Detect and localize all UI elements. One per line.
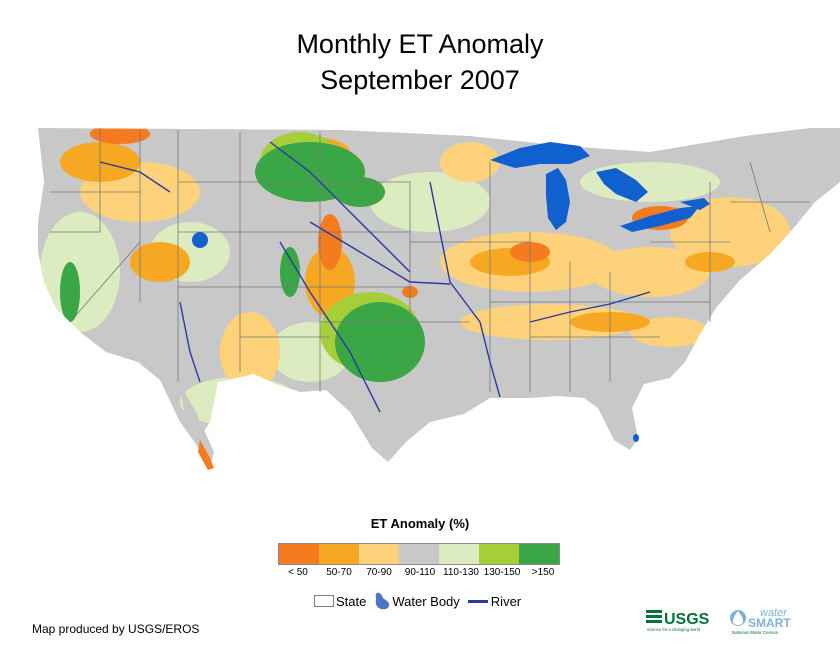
et-anomaly-raster (38, 128, 840, 462)
legend-color-bar (278, 543, 560, 565)
legend-swatch-5 (479, 544, 519, 564)
usgs-logo: USGS science for a changing world (646, 610, 710, 632)
legend-swatch-3 (399, 544, 439, 564)
usgs-wordmark: USGS (664, 611, 710, 628)
legend-label-1: 50-70 (326, 567, 352, 578)
legend-key-state-label: State (336, 593, 367, 609)
legend-label-6: >150 (531, 567, 555, 578)
legend-swatch-2 (359, 544, 399, 564)
map-credit: Map produced by USGS/EROS (32, 622, 200, 636)
legend-key-water-body: Water Body (374, 592, 460, 610)
legend-label-2: 70-90 (366, 567, 392, 578)
us-et-anomaly-map (38, 128, 840, 470)
legend-label-4: 110-130 (443, 567, 479, 578)
agency-logos: USGS science for a changing world water … (646, 607, 791, 635)
legend-swatch-1 (319, 544, 359, 564)
legend-key-water-body-label: Water Body (392, 593, 460, 609)
usgs-tagline: science for a changing world (647, 627, 701, 632)
water-body-icon (376, 592, 390, 610)
legend-key-state: State (314, 594, 366, 609)
legend-title: ET Anomaly (%) (370, 516, 470, 531)
legend-swatch-6 (519, 544, 559, 564)
smart-wordmark: SMART (748, 616, 791, 630)
water-wordmark: water (760, 607, 788, 619)
water-bodies (192, 142, 710, 442)
map-title-line1: Monthly ET Anomaly (296, 29, 544, 59)
legend-label-5: 130-150 (483, 567, 521, 578)
water-tagline: National Water Census (732, 630, 779, 635)
legend-label-3: 90-110 (404, 567, 436, 578)
legend-keys: State Water Body River (314, 592, 529, 610)
legend-key-river: River (467, 593, 522, 609)
state-outline-icon (314, 595, 334, 607)
legend-labels: < 50 50-70 70-90 90-110 110-130 130-150 … (278, 567, 564, 581)
map-title-line2: September 2007 (320, 65, 520, 95)
rivers (99, 141, 651, 413)
river-line-icon (467, 599, 488, 603)
legend-swatch-4 (439, 544, 479, 564)
legend-key-river-label: River (490, 593, 522, 609)
legend-label-0: < 50 (288, 567, 308, 578)
watersmart-logo: water SMART National Water Census (730, 607, 791, 635)
legend-swatch-0 (279, 544, 319, 564)
state-borders (50, 128, 810, 392)
